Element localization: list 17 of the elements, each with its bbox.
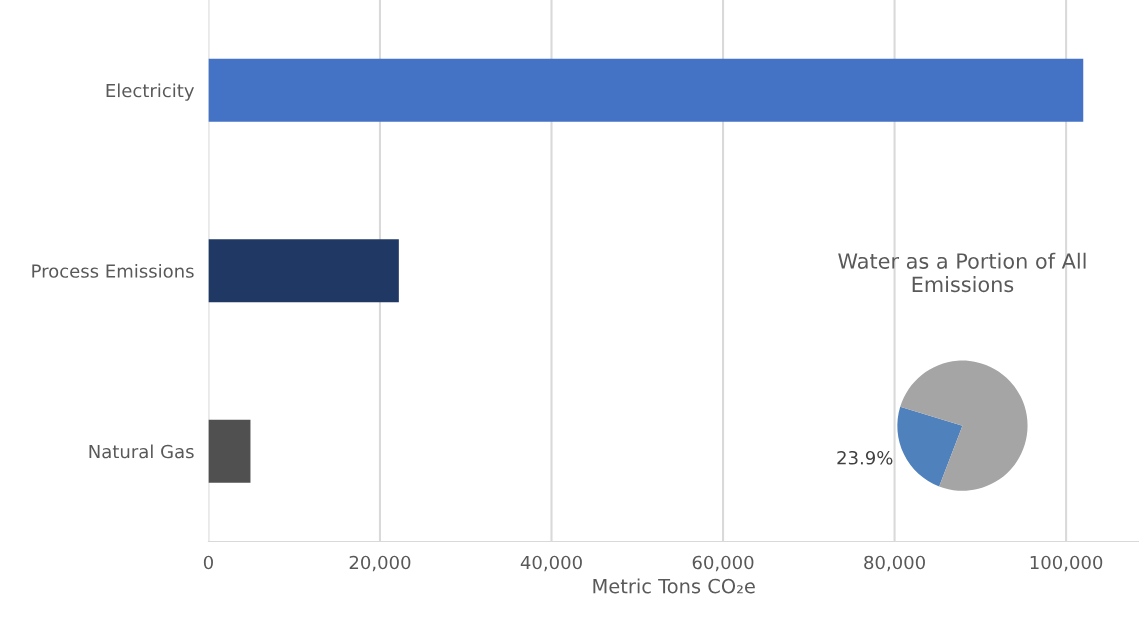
bar (208, 419, 251, 483)
x-tick-label: 60,000 (692, 555, 754, 572)
x-tick-label: 80,000 (864, 555, 925, 572)
bar (208, 239, 399, 303)
y-tick-label: Process Emissions (32, 263, 194, 278)
y-tick-label: Natural Gas (89, 444, 194, 459)
data-label: 23.9% (837, 450, 893, 465)
pie-slice (900, 360, 1028, 491)
x-tick-label: 100,000 (1030, 555, 1103, 572)
x-tick-label: 20,000 (349, 555, 411, 572)
x-tick-label: 0 (203, 555, 213, 570)
y-tick-label: Electricity (106, 83, 195, 101)
x-tick-label: 40,000 (520, 555, 582, 572)
bar (208, 58, 1084, 122)
chart-title: Water as a Portion of All Emissions (838, 252, 1086, 293)
pie-slice (897, 406, 963, 487)
x-axis-title: Metric Tons CO₂e (593, 578, 755, 594)
